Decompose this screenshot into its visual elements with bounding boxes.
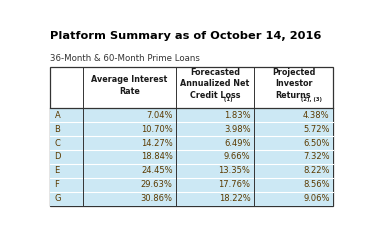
Text: 10.70%: 10.70% [141, 125, 173, 134]
Text: Forecasted
Annualized Net
Credit Loss: Forecasted Annualized Net Credit Loss [180, 68, 249, 100]
Text: 6.50%: 6.50% [303, 138, 329, 147]
Text: 24.45%: 24.45% [141, 166, 173, 175]
Text: 6.49%: 6.49% [224, 138, 251, 147]
Text: B: B [55, 125, 61, 134]
Text: 13.35%: 13.35% [218, 166, 251, 175]
Text: A: A [55, 111, 60, 120]
Text: Platform Summary as of October 14, 2016: Platform Summary as of October 14, 2016 [50, 31, 322, 41]
Text: 8.22%: 8.22% [303, 166, 329, 175]
Text: 1.83%: 1.83% [224, 111, 251, 120]
Bar [50, 67, 333, 206]
Bar [50, 192, 333, 206]
Text: 3.98%: 3.98% [224, 125, 251, 134]
Text: 9.66%: 9.66% [224, 152, 251, 161]
Text: F: F [55, 180, 59, 189]
Text: 18.22%: 18.22% [219, 194, 251, 203]
Text: Projected
Investor
Returns: Projected Investor Returns [272, 68, 315, 100]
Text: 4.38%: 4.38% [303, 111, 329, 120]
Bar [50, 150, 333, 164]
Text: 14.27%: 14.27% [141, 138, 173, 147]
Text: 5.72%: 5.72% [303, 125, 329, 134]
Text: 17.76%: 17.76% [218, 180, 251, 189]
Text: G: G [55, 194, 61, 203]
Text: 8.56%: 8.56% [303, 180, 329, 189]
Text: E: E [55, 166, 60, 175]
Bar [50, 136, 333, 150]
Text: 30.86%: 30.86% [141, 194, 173, 203]
Bar [50, 164, 333, 178]
Text: 18.84%: 18.84% [141, 152, 173, 161]
Text: 29.63%: 29.63% [141, 180, 173, 189]
Bar [50, 122, 333, 136]
Text: 7.32%: 7.32% [303, 152, 329, 161]
Text: C: C [55, 138, 61, 147]
Bar [50, 108, 333, 122]
Text: (2), (3): (2), (3) [299, 96, 322, 102]
Text: D: D [55, 152, 61, 161]
Text: (1): (1) [222, 96, 233, 102]
Text: 36-Month & 60-Month Prime Loans: 36-Month & 60-Month Prime Loans [50, 54, 200, 63]
Text: 9.06%: 9.06% [303, 194, 329, 203]
Text: 7.04%: 7.04% [146, 111, 173, 120]
Bar [50, 178, 333, 192]
Text: Average Interest
Rate: Average Interest Rate [91, 75, 168, 96]
